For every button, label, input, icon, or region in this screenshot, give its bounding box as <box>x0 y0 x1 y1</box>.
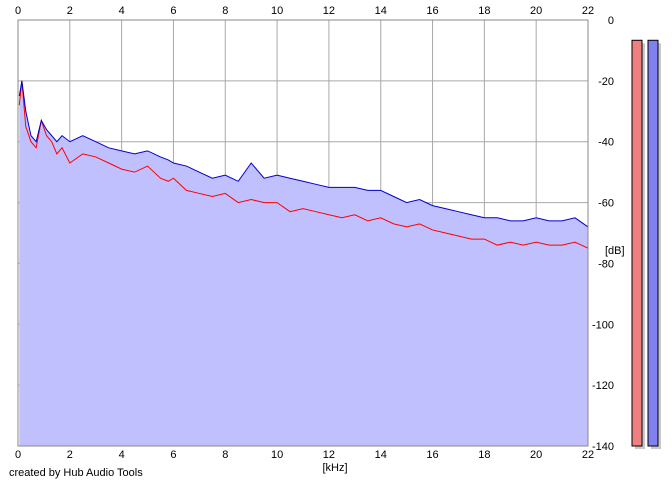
x-tick-label: 16 <box>426 449 438 461</box>
spectrum-area <box>19 80 588 446</box>
x-tick-label: 12 <box>323 5 335 17</box>
x-tick-label: 4 <box>119 449 125 461</box>
spectrum-fill <box>19 80 588 446</box>
y-axis-label: [dB] <box>605 245 625 257</box>
x-tick-label: 0 <box>15 449 21 461</box>
level-meters <box>631 39 661 449</box>
x-tick-label: 4 <box>119 5 125 17</box>
y-tick-label: -100 <box>592 319 614 331</box>
level-meter-1 <box>647 39 659 447</box>
x-tick-label: 6 <box>170 449 176 461</box>
x-tick-label: 20 <box>530 449 542 461</box>
x-tick-label: 2 <box>67 449 73 461</box>
x-tick-label: 16 <box>426 5 438 17</box>
y-ticks: 0 -20 -40 -60 -80 -100 -120 -140 <box>592 15 614 453</box>
x-tick-label: 12 <box>323 449 335 461</box>
credit-text: created by Hub Audio Tools <box>9 467 143 479</box>
x-tick-label: 10 <box>271 449 283 461</box>
x-tick-label: 6 <box>170 5 176 17</box>
x-tick-label: 8 <box>222 449 228 461</box>
x-tick-label: 10 <box>271 5 283 17</box>
y-tick-label: -40 <box>598 137 614 149</box>
y-tick-label: -80 <box>598 258 614 270</box>
y-tick-label: -20 <box>598 76 614 88</box>
x-tick-label: 14 <box>375 449 387 461</box>
x-tick-label: 0 <box>15 5 21 17</box>
spectrum-lines <box>18 80 589 249</box>
x-tick-label: 8 <box>222 5 228 17</box>
x-tick-label: 14 <box>375 5 387 17</box>
x-ticks-bottom: 0 2 4 6 8 10 12 14 16 18 20 22 <box>15 449 594 461</box>
level-meter-0 <box>631 39 643 447</box>
series-line-1 <box>18 80 589 228</box>
y-tick-label: 0 <box>608 15 614 27</box>
y-tick-label: -120 <box>592 380 614 392</box>
x-tick-label: 22 <box>582 449 594 461</box>
x-tick-label: 18 <box>478 449 490 461</box>
y-tick-label: -140 <box>592 441 614 453</box>
x-tick-label: 20 <box>530 5 542 17</box>
plot-frame <box>17 19 589 447</box>
x-tick-label: 2 <box>67 5 73 17</box>
y-tick-label: -60 <box>598 198 614 210</box>
x-axis-label: [kHz] <box>322 462 347 474</box>
x-tick-label: 22 <box>582 5 594 17</box>
x-ticks-top: 0 2 4 6 8 10 12 14 16 18 20 22 <box>15 5 594 17</box>
x-tick-label: 18 <box>478 5 490 17</box>
series-line-0 <box>18 80 589 249</box>
